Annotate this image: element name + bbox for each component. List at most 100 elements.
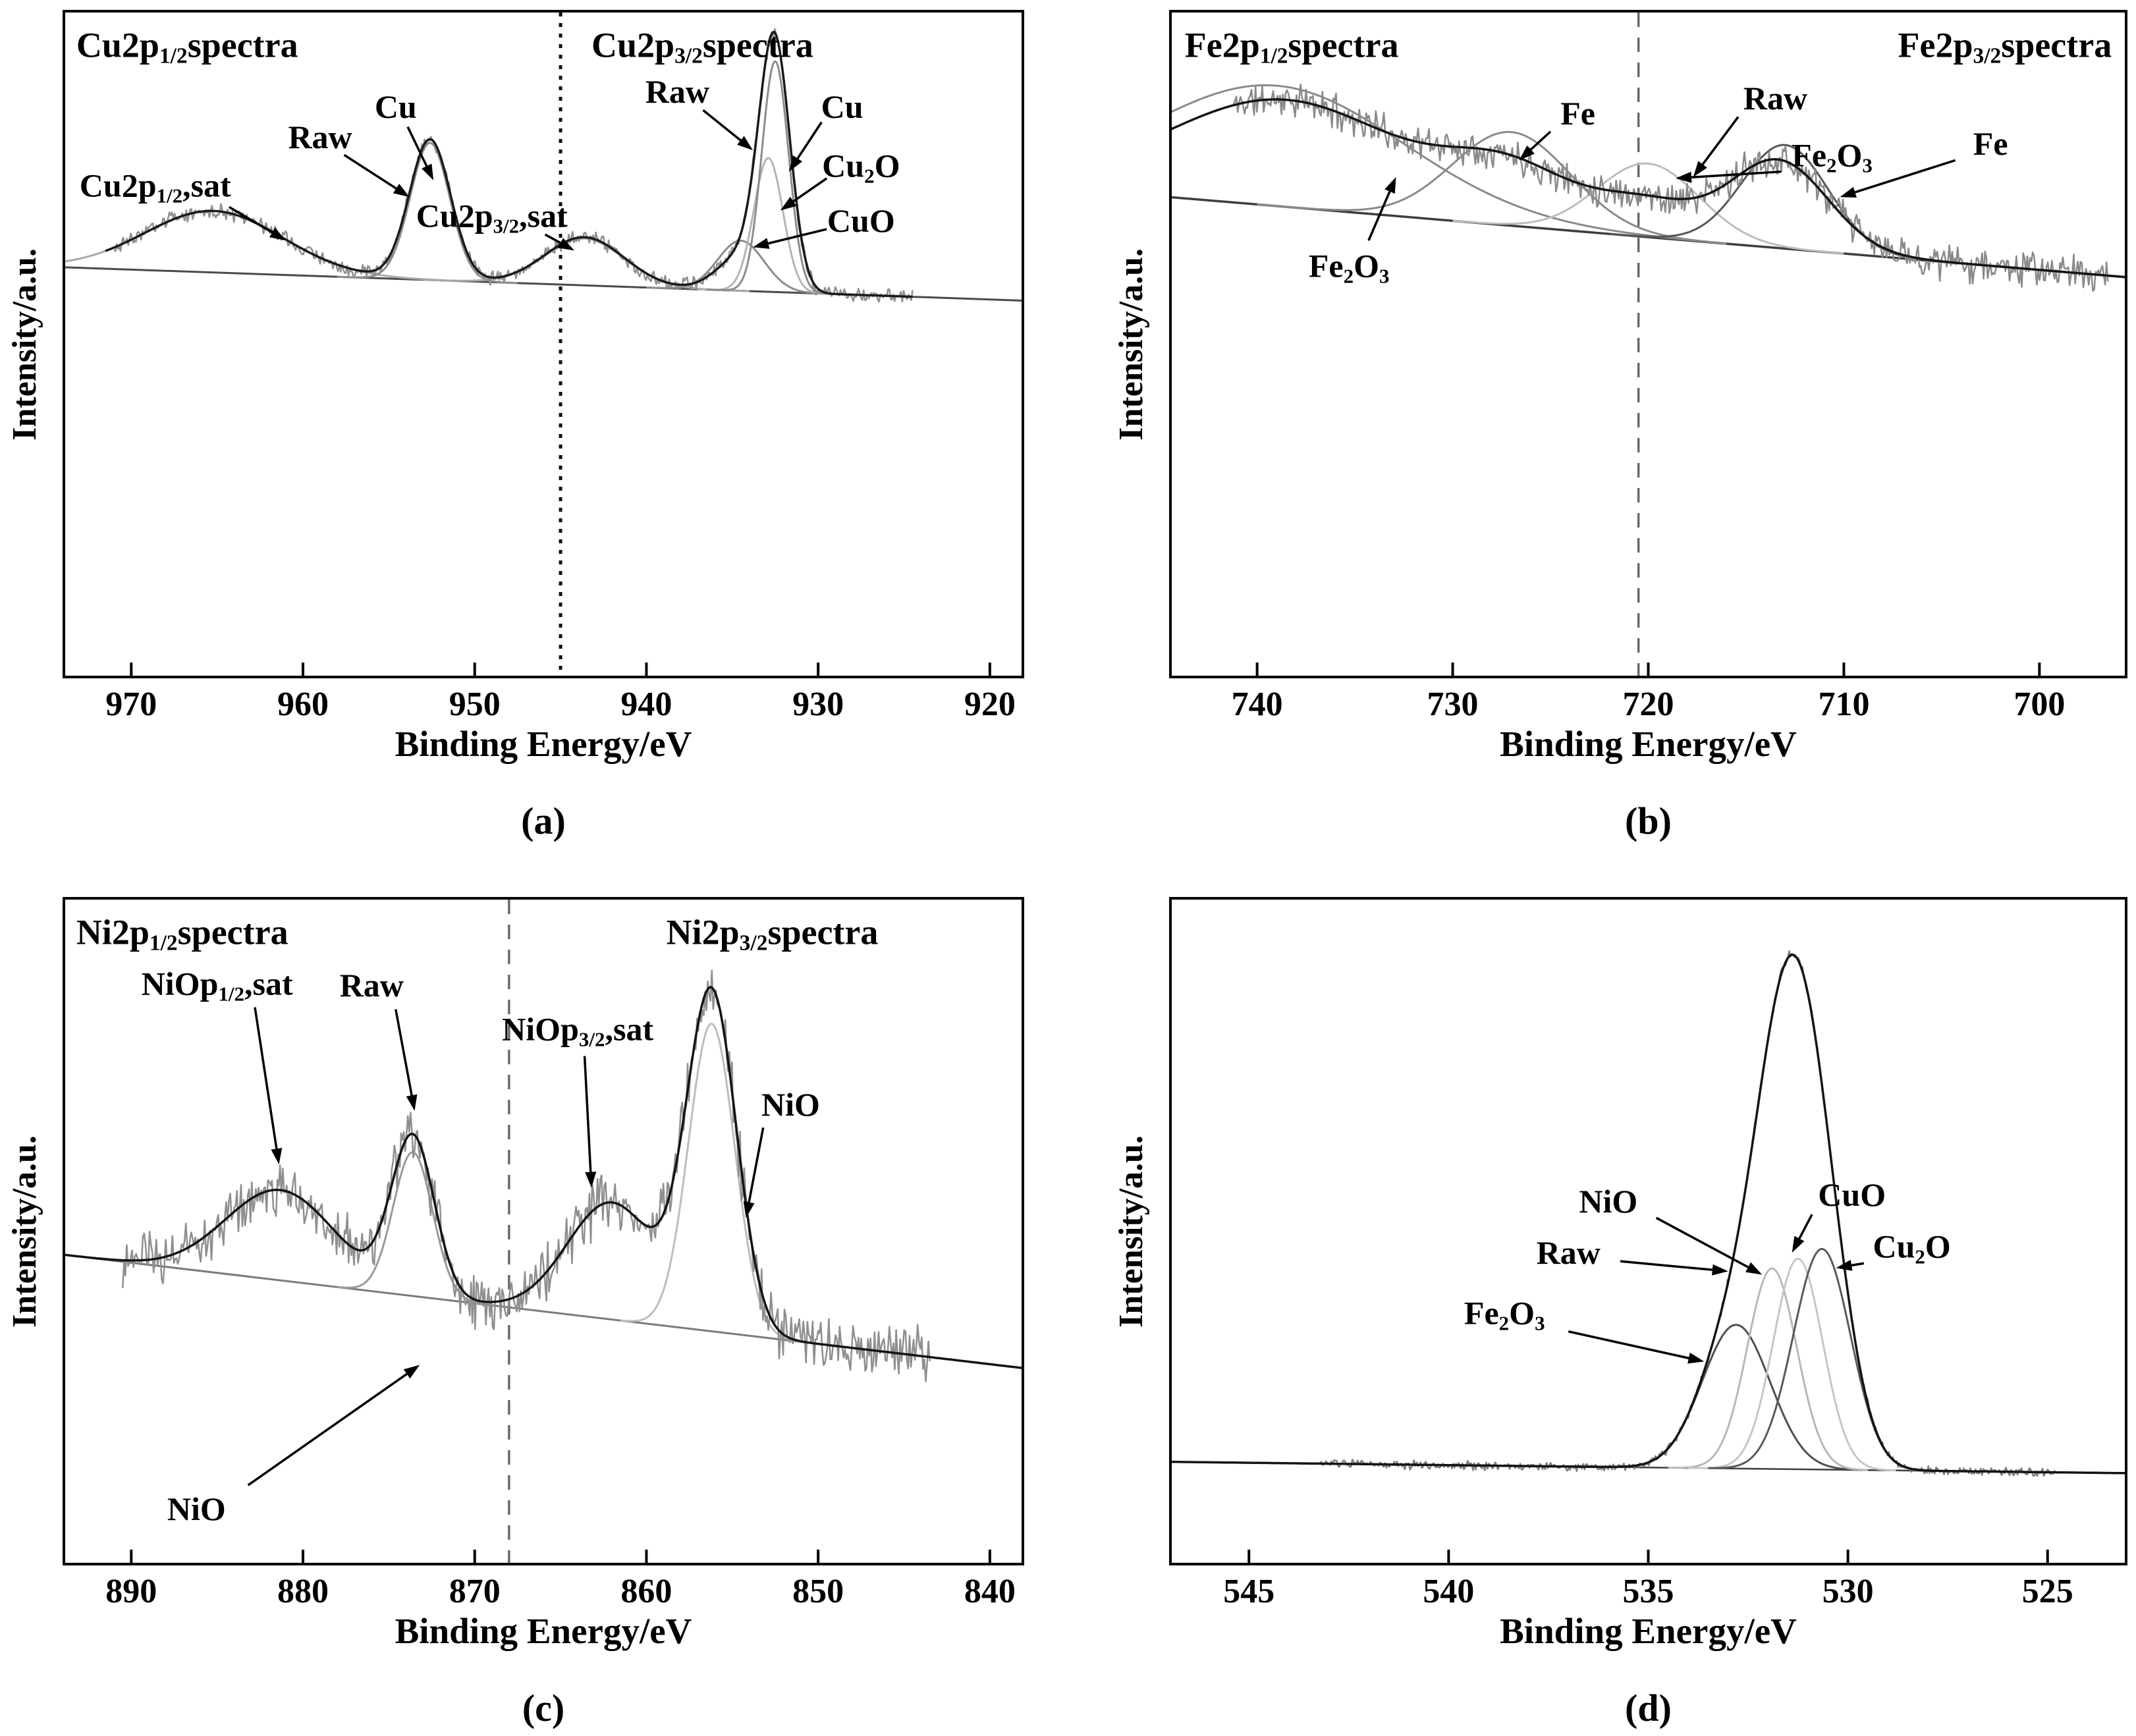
panel-b-caption: (b): [1625, 800, 1672, 842]
subscript: 2: [1915, 1245, 1925, 1268]
a-label-cu2o-arrow: [792, 177, 828, 203]
b-tick-label-720: 720: [1622, 686, 1674, 723]
a-component-cu2p32-sat: [423, 237, 750, 292]
panel-a-caption: (a): [521, 800, 566, 842]
c-tick-label-870: 870: [449, 1573, 501, 1610]
a-title-cu2p12: Cu2p1/2spectra: [76, 25, 298, 68]
d-label-raw-arrowhead: [1712, 1264, 1728, 1276]
d-fit-envelope: [1170, 953, 2126, 1475]
c-label-raw: Raw: [339, 966, 404, 1004]
a-label-cu-right-arrow: [796, 121, 823, 159]
c-tick-label-840: 840: [964, 1573, 1016, 1610]
d-label-cu2o: Cu2O: [1873, 1228, 1951, 1268]
a-tick-label-950: 950: [449, 686, 501, 723]
b-fit-envelope: [1170, 98, 2126, 279]
d-tick-label-545: 545: [1223, 1573, 1275, 1610]
panel-b-plot-area: Fe2p1/2spectra Fe2p3/2spectra Raw Fe2O3 Fe Fe…: [1169, 10, 2127, 678]
c-label-nio-right-arrowhead: [743, 1201, 755, 1218]
panel-d-y-axis-label: Intensity/a.u.: [1111, 897, 1151, 1565]
a-label-raw-left: Raw: [288, 118, 352, 155]
b-label-raw: Raw: [1743, 79, 1808, 117]
c-label-niop12-sat-arrowhead: [271, 1147, 283, 1164]
b-label-fe-right-arrow: [1854, 159, 1956, 194]
c-label-niop12-sat: NiOp1/2,sat: [141, 965, 293, 1006]
panel-c-y-axis-label: Intensity/a.u.: [5, 897, 44, 1565]
panel-c-caption: (c): [522, 1687, 565, 1729]
b-component-fe2o3-2p32: [1452, 162, 1844, 255]
b-label-raw-arrowhead: [1693, 161, 1707, 177]
panel-b-y-axis-label: Intensity/a.u.: [1111, 10, 1151, 678]
panel-d-x-tick-labels: 545 540 535 530 525: [1169, 1572, 2127, 1614]
panel-c-y-axis-label-text: Intensity/a.u.: [5, 1135, 43, 1328]
d-axes-box: [1169, 897, 2127, 1565]
c-tick-label-850: 850: [792, 1573, 844, 1610]
a-label-raw-right-arrowhead: [737, 136, 753, 151]
panel-c-x-tick-labels: 890 880 870 860 850 840: [63, 1572, 1024, 1614]
c-label-nio-left: NiO: [167, 1490, 226, 1527]
c-label-raw-arrowhead: [406, 1094, 418, 1111]
a-label-cuo-arrowhead: [753, 238, 770, 249]
panel-a-x-tick-labels: 970 960 950 940 930 920: [63, 685, 1024, 727]
panel-b-x-tick-labels: 740 730 720 710 700: [1169, 685, 2127, 727]
subscript: 3: [1862, 153, 1873, 177]
a-axes-box: [63, 10, 1024, 678]
d-label-fe2o3: Fe2O3: [1464, 1295, 1545, 1335]
panel-a-y-axis-label: Intensity/a.u.: [5, 10, 44, 678]
d-label-raw: Raw: [1536, 1234, 1601, 1271]
a-tick-label-920: 920: [964, 686, 1016, 723]
c-axes-box: [63, 897, 1024, 1565]
b-label-fe2o3-left: Fe2O3: [1308, 247, 1390, 288]
d-label-cu2o-arrowhead: [1836, 1259, 1853, 1271]
subscript: 3/2: [739, 931, 768, 956]
b-label-fe2o3-left-arrow: [1367, 191, 1391, 241]
panel-a-plot-area: Cu2p1/2spectra Cu2p3/2spectra Cu2p1/2,sat R…: [63, 10, 1024, 678]
subscript: 3/2: [493, 213, 520, 237]
b-label-fe-right: Fe: [1973, 125, 2008, 162]
d-label-cuo: CuO: [1818, 1176, 1886, 1213]
d-tick-label-525: 525: [2021, 1573, 2073, 1610]
b-label-fe-left-arrowhead: [1519, 145, 1535, 161]
b-title-fe2p12: Fe2p1/2spectra: [1184, 25, 1399, 68]
b-label-fe2o3-right-arrow: [1691, 170, 1782, 179]
b-plot-svg: [1169, 10, 2127, 678]
c-label-nio-left-arrow: [247, 1372, 408, 1486]
a-label-raw-right-arrow: [702, 109, 742, 142]
a-tick-label-960: 960: [277, 686, 329, 723]
c-label-nio-left-arrowhead: [403, 1365, 420, 1379]
a-label-cu2p32-sat-arrow: [544, 233, 561, 244]
subscript: 2: [1343, 264, 1354, 288]
d-label-cuo-arrowhead: [1792, 1235, 1805, 1253]
a-component-cu2o: [697, 157, 836, 296]
d-tick-label-530: 530: [1822, 1573, 1874, 1610]
c-label-raw-arrow: [395, 1009, 413, 1096]
panel-d-y-axis-label-text: Intensity/a.u.: [1112, 1135, 1150, 1328]
a-label-cu2p32-sat: Cu2p3/2,sat: [416, 197, 568, 237]
subscript: 3/2: [1973, 43, 2002, 68]
subscript: 2: [864, 163, 875, 187]
c-label-niop32-sat-arrow: [583, 1056, 592, 1172]
panel-c-x-axis-label: Binding Energy/eV: [395, 1611, 692, 1651]
d-raw-spectrum: [1320, 950, 2056, 1477]
subscript: 2: [1826, 153, 1837, 177]
c-plot-svg: [63, 897, 1024, 1565]
b-axes-box: [1169, 10, 2127, 678]
b-tick-label-730: 730: [1427, 686, 1479, 723]
a-label-raw-left-arrow: [343, 153, 397, 190]
a-label-cu2p12-sat-arrowhead: [269, 227, 286, 241]
c-tick-label-890: 890: [105, 1573, 157, 1610]
b-label-fe-left: Fe: [1560, 95, 1595, 132]
b-tick-label-710: 710: [1818, 686, 1870, 723]
c-title-ni2p32: Ni2p3/2spectra: [666, 912, 879, 956]
c-label-nio-right: NiO: [761, 1085, 820, 1123]
a-label-raw-left-arrowhead: [393, 184, 410, 198]
c-label-niop12-sat-arrow: [254, 1007, 278, 1149]
b-tick-label-700: 700: [2013, 686, 2066, 723]
d-label-fe2o3-arrowhead: [1687, 1352, 1705, 1364]
d-label-cu2o-arrow: [1851, 1262, 1865, 1267]
a-fit-envelope: [105, 30, 913, 298]
b-label-fe2o3-left-arrowhead: [1384, 176, 1396, 194]
b-label-raw-arrow: [1701, 116, 1739, 165]
subscript: 3: [1535, 1311, 1545, 1335]
c-label-niop32-sat-arrowhead: [585, 1172, 597, 1188]
a-label-cu-right: Cu: [821, 88, 863, 126]
